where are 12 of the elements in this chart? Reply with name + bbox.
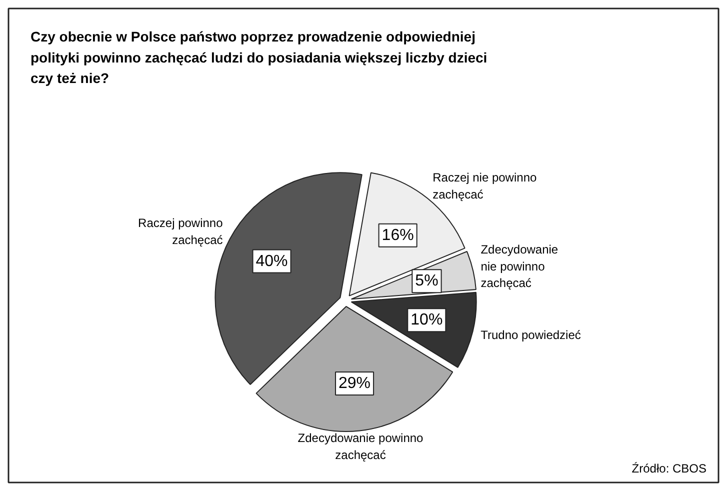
data-label: 16% bbox=[382, 226, 414, 244]
data-label: 5% bbox=[415, 272, 438, 290]
chart-title: Czy obecnie w Polsce państwo poprzez prowadzenie odpowiedniej polityki powinno zachęcać ludzi do posiadania większej liczby dzieci czy też nie? bbox=[30, 28, 488, 86]
data-label: 40% bbox=[256, 252, 288, 270]
slice-label: Raczej nie powinno zachęcać bbox=[432, 170, 537, 202]
data-label: 29% bbox=[338, 375, 371, 392]
text: Źródło: CBOS bbox=[632, 462, 707, 476]
slice-label: Trudno powiedzieć bbox=[480, 328, 581, 342]
slice-label: Zdecydowanie nie powinno zachęcać bbox=[480, 242, 558, 290]
slice-label: Raczej powinno zachęcać bbox=[138, 216, 224, 247]
slice-label: Zdecydowanie powinno zachęcać bbox=[298, 431, 424, 462]
data-label: 10% bbox=[410, 312, 443, 329]
